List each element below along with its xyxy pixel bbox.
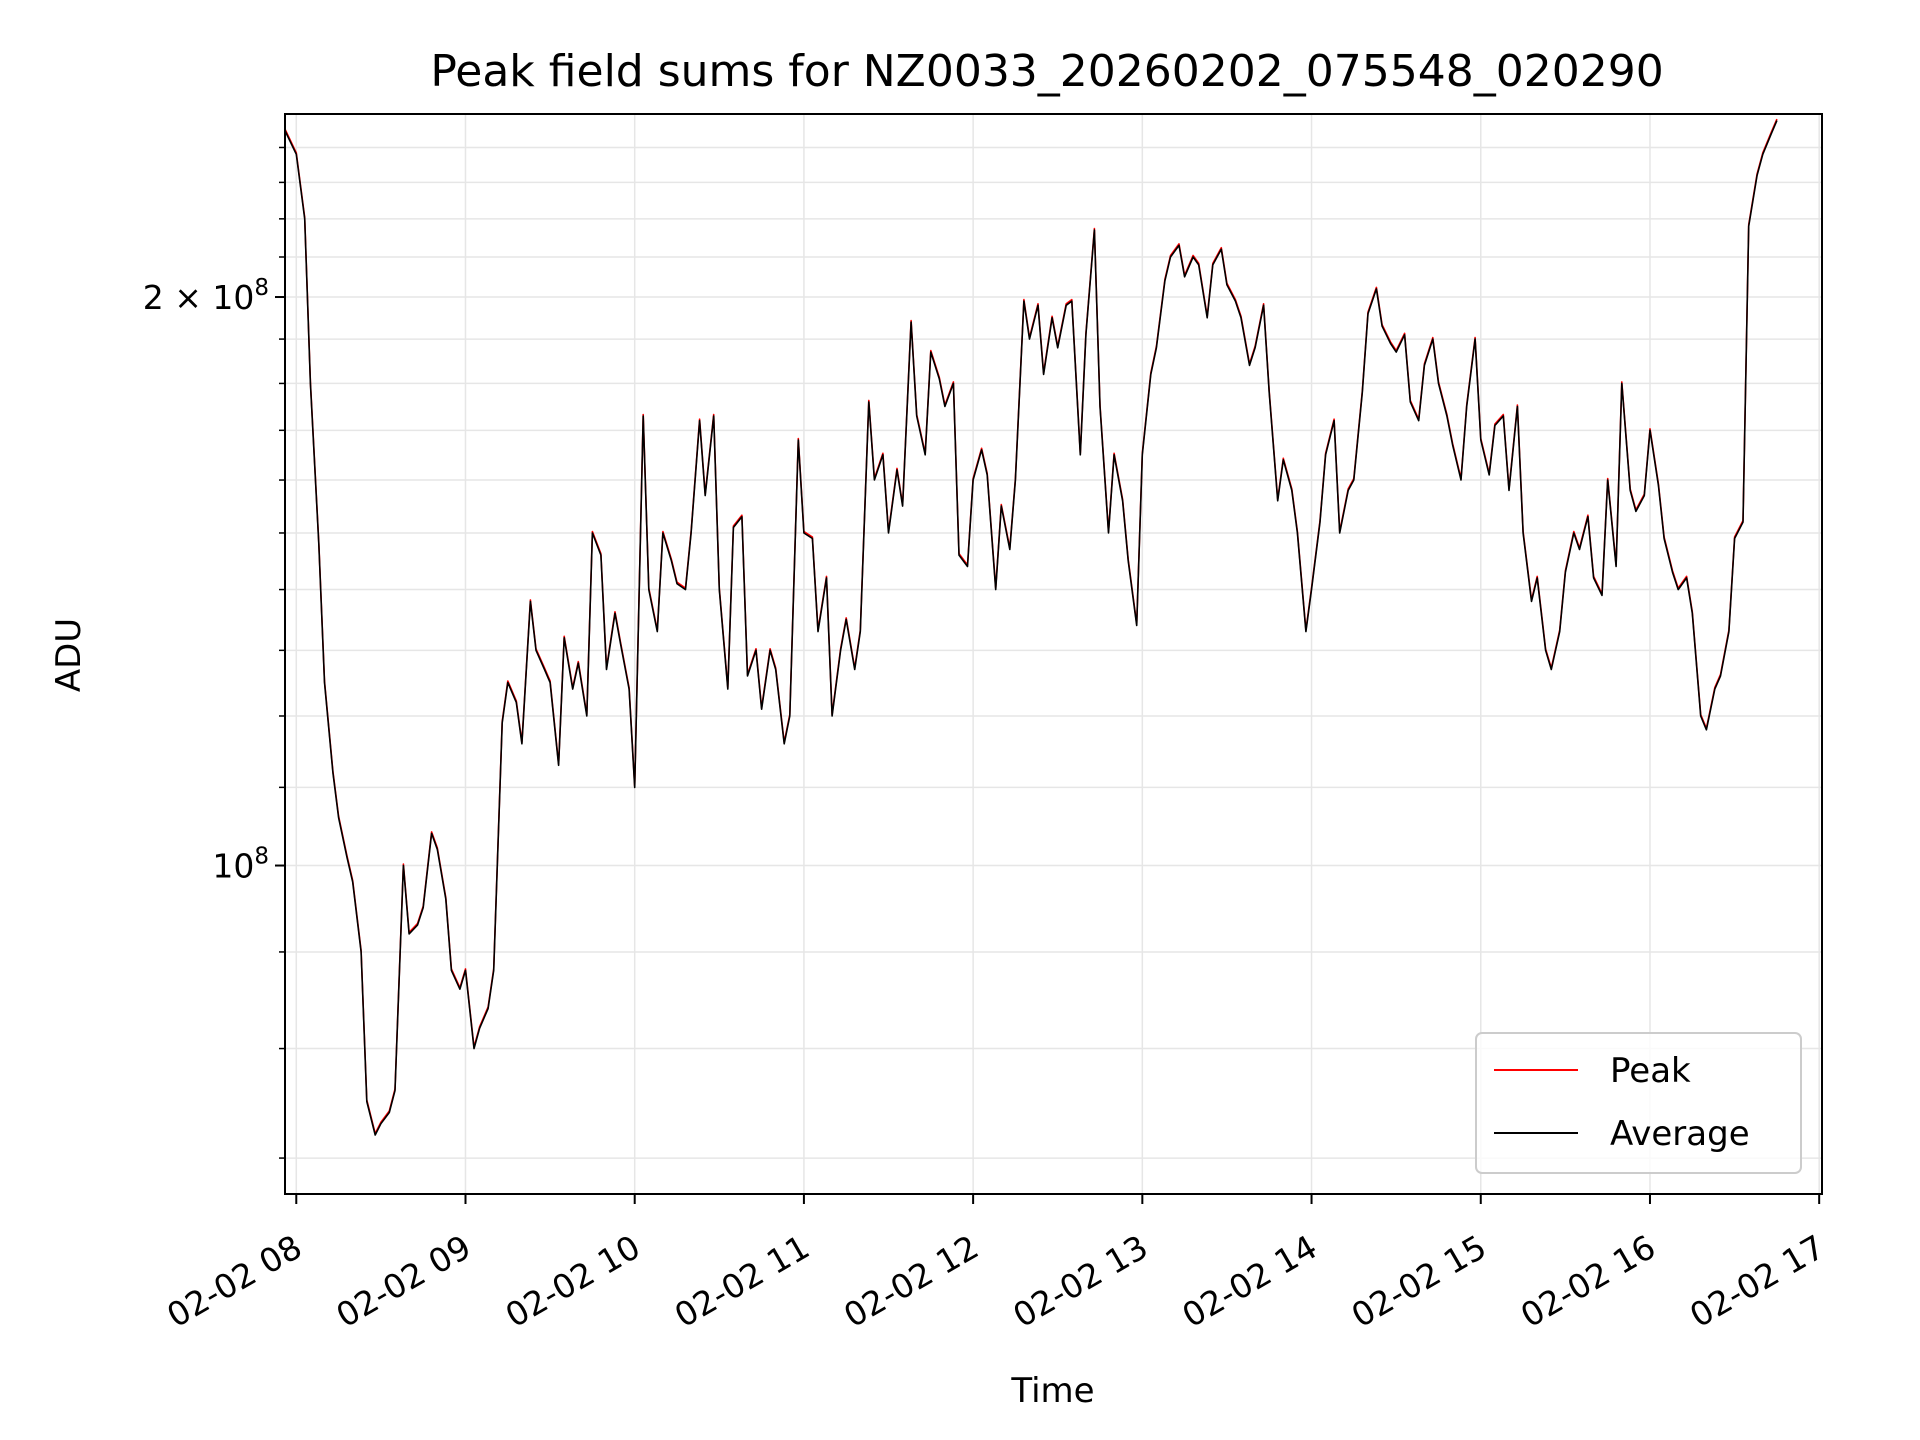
y-tick-label: 2 × 108	[143, 275, 269, 317]
chart-title: Peak field sums for NZ0033_20260202_0755…	[430, 46, 1663, 97]
y-axis-label: ADU	[49, 618, 89, 692]
legend-box	[1475, 1032, 1802, 1174]
legend: Peak Average	[1475, 1032, 1802, 1174]
legend-peak-label: Peak	[1610, 1051, 1691, 1091]
plot-frame	[284, 113, 1823, 1195]
series-lines	[284, 118, 1778, 1136]
x-axis-label: Time	[1010, 1371, 1094, 1411]
legend-average-label: Average	[1610, 1114, 1750, 1154]
average-series-line	[284, 120, 1778, 1136]
